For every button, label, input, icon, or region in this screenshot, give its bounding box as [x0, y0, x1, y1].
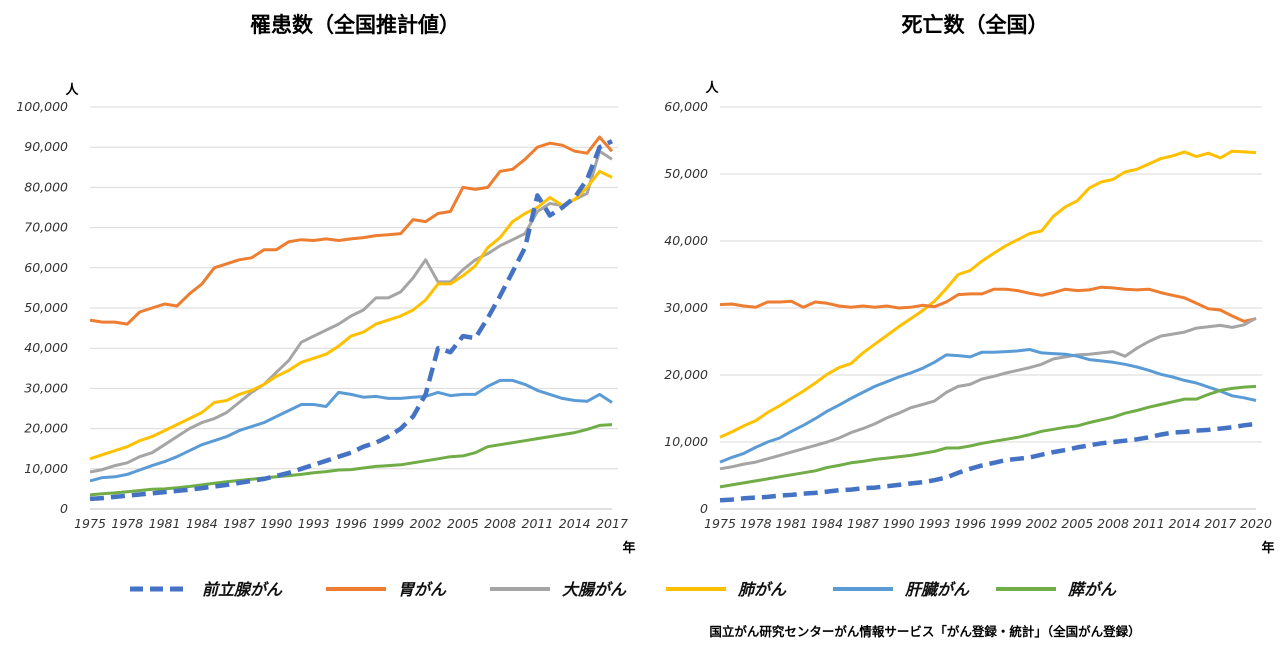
left-x-tick-label: 2017 [596, 516, 628, 531]
incidence-y-unit: 人 [65, 82, 79, 98]
left-x-tick-label: 1996 [335, 516, 367, 531]
left-y-tick-label: 60,000 [24, 260, 68, 275]
right-y-tick-label: 20,000 [664, 367, 708, 382]
right-x-tick-label: 2002 [1026, 516, 1058, 531]
right-x-tick-label: 1990 [883, 516, 915, 531]
left-x-tick-label: 1999 [372, 516, 404, 531]
right-series-prostate [719, 421, 1257, 503]
legend: 前立腺がん 胃がん 大腸がん 肺がん 肝臓がん 膵がん [130, 580, 1117, 599]
incidence-x-axis: 1975 1978 1981 1984 1987 1990 1993 1996 1999 2002… [74, 508, 628, 531]
right-x-tick-label: 1996 [954, 516, 986, 531]
left-y-tick-label: 30,000 [24, 380, 68, 395]
left-y-tick-label: 0 [60, 501, 68, 516]
left-series-prostate [89, 139, 613, 502]
right-x-tick-label: 2014 [1169, 516, 1201, 531]
left-y-tick-label: 100,000 [16, 99, 68, 114]
left-y-tick-label: 50,000 [24, 300, 68, 315]
left-x-tick-label: 1990 [261, 516, 293, 531]
left-x-tick-label: 1981 [149, 516, 181, 531]
right-x-tick-label: 2005 [1061, 516, 1093, 531]
right-y-tick-label: 40,000 [664, 233, 708, 248]
left-y-tick-label: 70,000 [24, 220, 68, 235]
left-x-tick-label: 2011 [522, 516, 554, 531]
legend-label-liver: 肝臓がん [904, 580, 970, 599]
legend-label-colorectal: 大腸がん [562, 580, 627, 599]
right-y-tick-label: 30,000 [664, 300, 708, 315]
incidence-x-unit: 年 [622, 540, 635, 556]
right-series-liver [719, 348, 1257, 464]
left-series-pancreas [89, 423, 613, 497]
right-y-tick-label: 60,000 [664, 99, 708, 114]
mortality-chart-title: 死亡数（全国） [902, 13, 1049, 37]
right-x-tick-label: 1984 [811, 516, 843, 531]
right-y-tick-label: 0 [700, 501, 708, 516]
right-x-tick-label: 2011 [1133, 516, 1165, 531]
left-x-tick-label: 2008 [484, 516, 516, 531]
right-x-tick-label: 2020 [1240, 516, 1272, 531]
legend-label-lung: 肺がん [737, 580, 787, 599]
left-x-tick-label: 1978 [111, 516, 143, 531]
left-x-tick-label: 1993 [298, 516, 330, 531]
right-series-pancreas [719, 384, 1257, 489]
left-series-lung [89, 169, 613, 461]
legend-label-stomach: 胃がん [398, 580, 447, 599]
right-x-tick-label: 1987 [847, 516, 879, 531]
right-x-tick-label: 1993 [918, 516, 950, 531]
source-note: 国立がん研究センターがん情報サービス「がん登録・統計」（全国がん登録） [709, 624, 1140, 639]
incidence-chart-title: 罹患数（全国推計値） [250, 13, 460, 37]
mortality-x-axis: 1975 1978 1981 1984 1987 1990 1993 1996 1999 2002… [704, 508, 1272, 531]
left-series-stomach [89, 135, 614, 326]
mortality-chart: 死亡数（全国） 人 年 0 10,000 20,000 30,000 40,000 50,… [664, 13, 1274, 556]
incidence-y-axis: 0 10,000 20,000 30,000 40,000 50,000 60,000 70,… [16, 99, 618, 516]
incidence-chart: 罹患数（全国推計値） 人 年 0 10,000 20,000 30,000 40,000… [16, 13, 635, 556]
left-y-tick-label: 10,000 [24, 461, 68, 476]
left-x-tick-label: 1987 [223, 516, 255, 531]
right-series-lung [719, 149, 1257, 439]
left-x-tick-label: 2005 [447, 516, 479, 531]
left-y-tick-label: 20,000 [24, 421, 68, 436]
left-x-tick-label: 2002 [410, 516, 442, 531]
right-x-tick-label: 1978 [740, 516, 772, 531]
right-x-tick-label: 2008 [1097, 516, 1129, 531]
left-y-tick-label: 40,000 [24, 340, 68, 355]
right-x-tick-label: 1981 [776, 516, 808, 531]
left-x-tick-label: 1984 [186, 516, 218, 531]
left-y-tick-label: 90,000 [24, 139, 68, 154]
right-y-tick-label: 10,000 [664, 434, 708, 449]
legend-label-pancreas: 膵がん [1067, 580, 1117, 599]
left-series-liver [89, 378, 613, 483]
mortality-series [719, 149, 1257, 503]
mortality-x-unit: 年 [1261, 540, 1274, 556]
incidence-series [89, 135, 614, 502]
mortality-y-axis: 0 10,000 20,000 30,000 40,000 50,000 60,000 [664, 99, 1262, 516]
right-series-colorectal [719, 316, 1257, 471]
right-x-tick-label: 1999 [990, 516, 1022, 531]
right-x-tick-label: 1975 [704, 516, 736, 531]
left-y-tick-label: 80,000 [24, 179, 68, 194]
right-y-tick-label: 50,000 [664, 166, 708, 181]
legend-label-prostate: 前立腺がん [202, 580, 283, 599]
right-series-stomach [719, 285, 1257, 323]
right-x-tick-label: 2017 [1204, 516, 1236, 531]
left-x-tick-label: 1975 [74, 516, 106, 531]
left-series-colorectal [89, 149, 613, 474]
left-x-tick-label: 2014 [559, 516, 591, 531]
mortality-y-unit: 人 [705, 80, 719, 96]
